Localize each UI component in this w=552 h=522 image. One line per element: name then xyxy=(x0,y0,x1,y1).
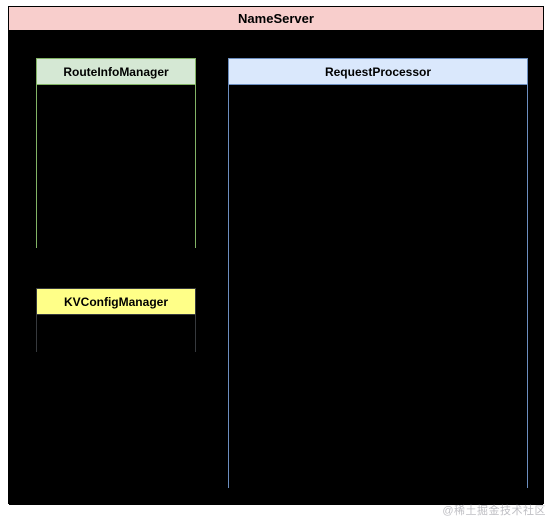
kv-config-manager-box-body xyxy=(37,315,195,353)
kv-config-manager-box: KVConfigManager xyxy=(36,288,196,352)
request-processor-box-header: RequestProcessor xyxy=(229,59,527,85)
nameserver-container-body: RouteInfoManager KVConfigManager RequestPr… xyxy=(9,31,543,505)
route-info-manager-box-body xyxy=(37,85,195,249)
route-info-manager-box-header: RouteInfoManager xyxy=(37,59,195,85)
request-processor-box: RequestProcessor xyxy=(228,58,528,488)
nameserver-container-header: NameServer xyxy=(9,7,543,31)
route-info-manager-box: RouteInfoManager xyxy=(36,58,196,248)
nameserver-container: NameServer RouteInfoManager KVConfigManage… xyxy=(8,6,544,504)
watermark: @稀土掘金技术社区 xyxy=(442,502,546,518)
kv-config-manager-box-header: KVConfigManager xyxy=(37,289,195,315)
request-processor-box-body xyxy=(229,85,527,489)
